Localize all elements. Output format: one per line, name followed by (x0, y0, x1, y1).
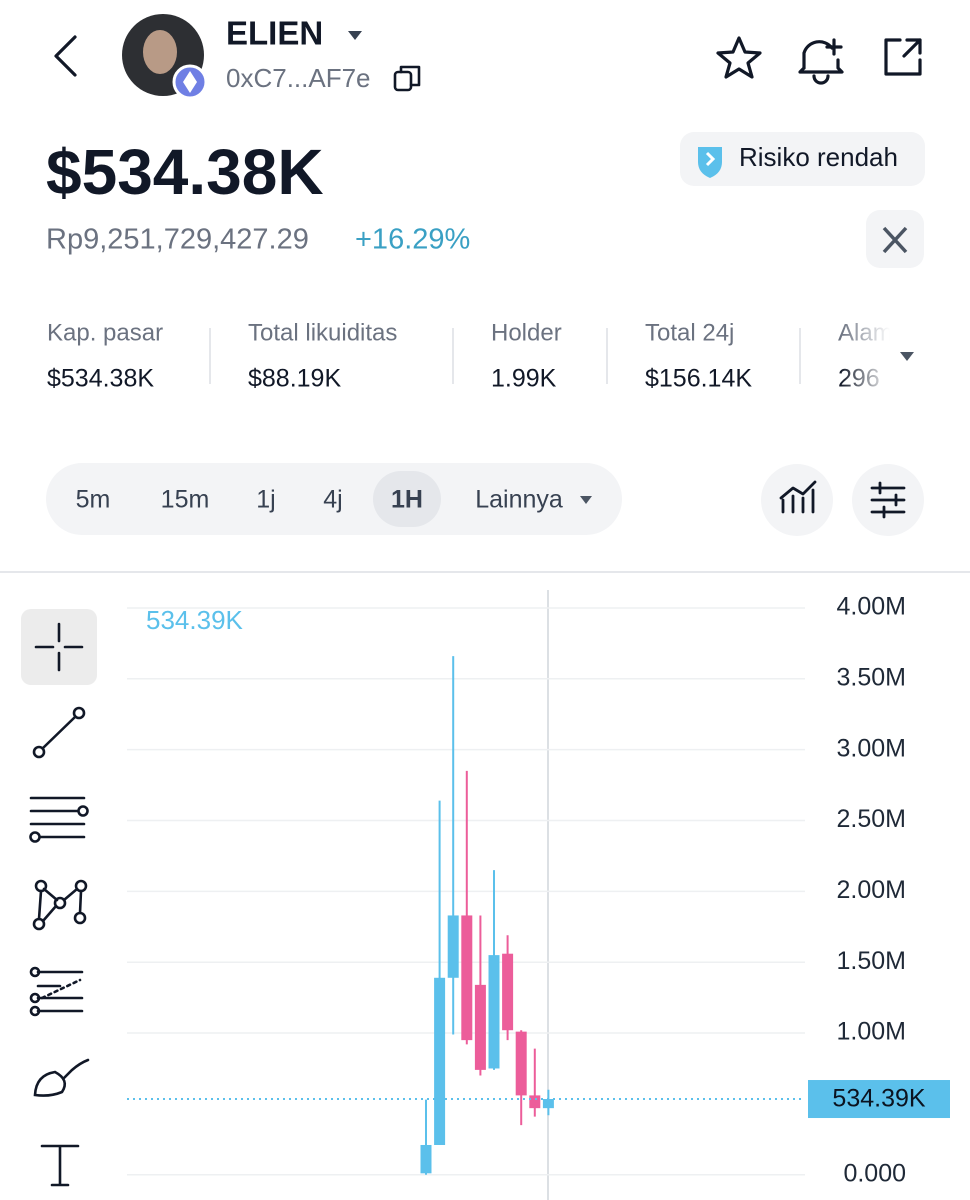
y-tick-label: 4.00M (837, 593, 906, 621)
current-price-label: 534.39K (832, 1085, 925, 1113)
y-tick-label: 1.50M (837, 947, 906, 975)
candle-body (447, 915, 459, 978)
stat-value: $534.38K (47, 365, 154, 393)
price-change: +16.29% (355, 224, 470, 256)
timeframe-option[interactable]: 1j (256, 486, 275, 514)
y-tick-label: 1.00M (837, 1018, 906, 1046)
stat-label: Total 24j (645, 319, 734, 346)
indicator-button[interactable] (761, 464, 833, 536)
line-tool[interactable] (32, 706, 86, 759)
x-icon (882, 226, 908, 254)
stat-value: $156.14K (645, 365, 752, 393)
candle-body (434, 977, 446, 1145)
favorite-button[interactable] (716, 36, 762, 79)
parallel-tool[interactable] (29, 796, 89, 843)
stat-label: Kap. pasar (47, 319, 163, 346)
stat-label: Holder (491, 319, 562, 346)
timeframe-caret (580, 496, 592, 504)
candle-body (529, 1095, 541, 1109)
timeframe-option[interactable]: 1H (391, 486, 423, 514)
crosshair-tool[interactable] (21, 609, 97, 685)
candle-body (542, 1099, 554, 1109)
text-tool[interactable] (40, 1144, 80, 1187)
crosshair-icon (34, 622, 84, 672)
token-address: 0xC7...AF7e (226, 63, 371, 93)
price-usd: $534.38K (46, 136, 324, 208)
stat-label: Total likuiditas (248, 319, 397, 346)
fib-tool[interactable] (29, 966, 84, 1017)
timeframe-option[interactable]: Lainnya (475, 486, 563, 514)
timeframe-option[interactable]: 5m (76, 486, 111, 514)
candle-body (474, 984, 486, 1070)
y-tick-label: 3.00M (837, 734, 906, 762)
stats-row: Kap. pasar $534.38K Total likuiditas $88.19… (47, 319, 890, 393)
risk-badge[interactable] (680, 132, 925, 186)
settings-icon (870, 481, 906, 519)
stats-fade (840, 310, 890, 400)
copy-button[interactable] (393, 65, 421, 92)
y-tick-label: 0.000 (843, 1159, 906, 1187)
token-dropdown[interactable] (348, 31, 362, 40)
token-name: ELIEN (226, 15, 323, 52)
candle-body (420, 1144, 432, 1174)
stat-value: $88.19K (248, 365, 341, 393)
candlestick-chart: 0.000 1.00M 1.50M 2.00M 2.50M 3.00M 3.50M 4.00M… (127, 590, 950, 1200)
pattern-tool[interactable] (32, 879, 88, 931)
candle-body (461, 915, 473, 1041)
alert-button[interactable] (798, 38, 844, 85)
timeframe-options: 5m 15m 1j 4j 1H Lainnya (76, 471, 592, 527)
stat-value: 1.99K (491, 365, 557, 393)
share-button[interactable] (884, 38, 922, 76)
timeframe-active (373, 471, 441, 527)
risk-label: Risiko rendah (739, 142, 898, 172)
timeframe-option[interactable]: 4j (323, 486, 342, 514)
back-button[interactable] (54, 35, 77, 77)
y-tick-label: 3.50M (837, 663, 906, 691)
avatar (122, 14, 208, 100)
timeframe-option[interactable]: 15m (161, 486, 210, 514)
candle-body (502, 953, 514, 1031)
risk-icon-arrow (705, 151, 716, 167)
y-tick-label: 2.00M (837, 876, 906, 904)
stats-more[interactable] (900, 352, 914, 361)
y-tick-label: 2.50M (837, 805, 906, 833)
candle-body (515, 1031, 527, 1096)
current-price-badge (808, 1080, 950, 1119)
indicator-icon (779, 480, 817, 514)
timeframe-bar (46, 463, 622, 535)
brush-tool[interactable] (33, 1058, 90, 1097)
price-idr: Rp9,251,729,427.29 (46, 224, 309, 256)
candle-body (488, 955, 500, 1069)
last-price-legend: 534.39K (146, 605, 244, 635)
